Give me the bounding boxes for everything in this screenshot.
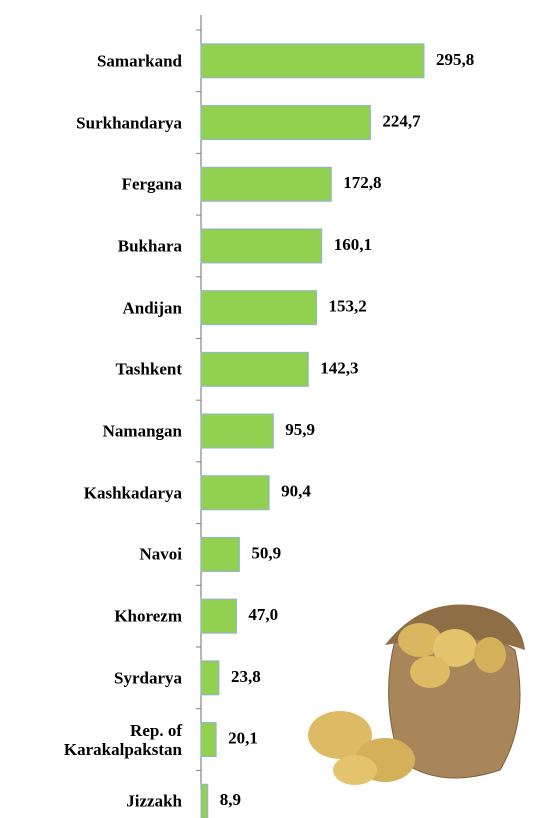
data-label: 295,8 (436, 50, 474, 69)
bar (200, 413, 274, 449)
bar (200, 722, 217, 758)
y-tick-label: Surkhandarya (76, 113, 182, 133)
y-tick-label: Kashkadarya (83, 483, 182, 503)
data-label: 172,8 (343, 173, 381, 192)
data-label: 8,9 (220, 790, 241, 809)
potato-sack (308, 604, 525, 785)
y-tick-label: Navoi (139, 544, 183, 564)
y-tick-label: Bukhara (117, 236, 182, 256)
data-label: 224,7 (382, 111, 421, 130)
bar (200, 598, 237, 634)
data-label: 142,3 (320, 358, 358, 377)
data-label: 20,1 (228, 728, 258, 747)
data-label: 90,4 (281, 482, 311, 501)
bar (200, 475, 270, 511)
y-tick-label: Tashkent (115, 359, 182, 379)
data-label: 153,2 (328, 297, 366, 316)
bar (200, 43, 425, 79)
bar (200, 105, 371, 141)
bar (200, 290, 317, 326)
data-label: 50,9 (251, 543, 281, 562)
y-tick-label: Jizzakh (126, 791, 182, 811)
y-tick-label: Syrdarya (114, 668, 182, 688)
bar (200, 536, 240, 572)
y-tick-label: Khorezm (114, 606, 182, 626)
bar (200, 228, 323, 264)
bar (200, 351, 309, 387)
bar (200, 783, 209, 818)
data-label: 95,9 (285, 420, 315, 439)
y-tick-label: Namangan (102, 421, 182, 441)
y-tick-label: Rep. of Karakalpakstan (63, 720, 182, 759)
data-label: 47,0 (248, 605, 278, 624)
bar (200, 660, 220, 696)
data-label: 160,1 (334, 235, 372, 254)
data-label: 23,8 (231, 667, 261, 686)
bar (200, 166, 332, 202)
y-tick-label: Samarkand (96, 51, 182, 71)
y-tick-label: Fergana (121, 174, 182, 194)
y-tick-label: Andijan (122, 298, 182, 318)
